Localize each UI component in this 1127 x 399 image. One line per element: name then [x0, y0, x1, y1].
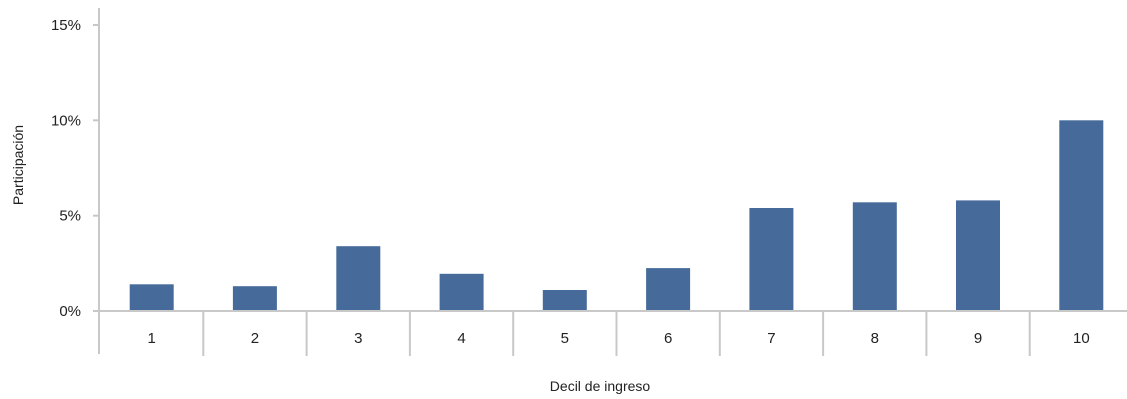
bar-decil-3	[336, 246, 381, 311]
bar-decil-5	[542, 290, 587, 311]
x-tick-label: 10	[1073, 330, 1090, 347]
y-tick-label: 15%	[51, 17, 81, 34]
y-tick-label: 10%	[51, 112, 81, 129]
bar-decil-4	[439, 273, 484, 311]
bars	[129, 120, 1104, 311]
y-tick-label: 5%	[59, 208, 81, 225]
x-tick-label: 8	[871, 330, 879, 347]
bar-decil-7	[749, 208, 794, 311]
bar-decil-9	[956, 200, 1000, 311]
bar-decil-8	[852, 202, 897, 311]
x-tick-label: 3	[354, 330, 362, 347]
x-tick-label: 2	[251, 330, 259, 347]
x-axis-title: Decil de ingreso	[550, 378, 651, 394]
x-tick-label: 4	[457, 330, 465, 347]
x-tick-label: 7	[767, 330, 775, 347]
x-axis: 1 2 3 4 5 6 7 8 9 10	[99, 310, 1127, 356]
x-tick-label: 1	[147, 330, 155, 347]
y-tick-label: 0%	[59, 303, 81, 320]
y-axis-title: Participación	[10, 125, 26, 205]
bar-decil-10	[1059, 120, 1104, 311]
bar-decil-6	[646, 268, 691, 311]
bar-decil-1	[129, 284, 174, 311]
x-tick-label: 9	[974, 330, 982, 347]
y-axis: 0% 5% 10% 15%	[51, 8, 100, 354]
bar-decil-2	[232, 286, 277, 311]
x-tick-label: 6	[664, 330, 672, 347]
x-tick-label: 5	[561, 330, 569, 347]
